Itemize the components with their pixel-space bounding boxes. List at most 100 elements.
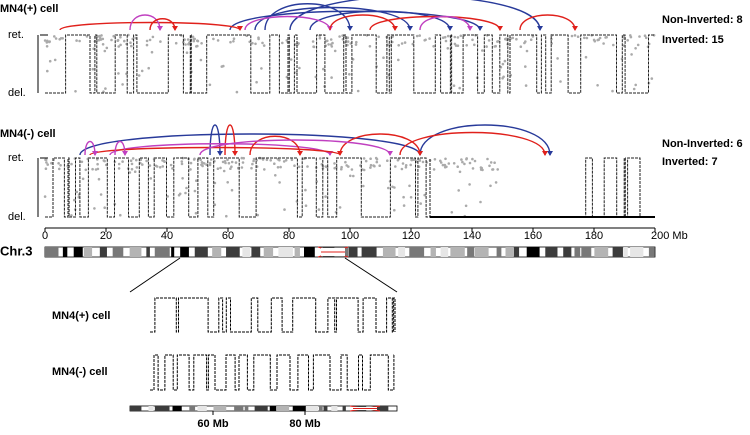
- copy-number-trace: [150, 297, 396, 333]
- read-dot: [496, 168, 500, 171]
- band: [496, 247, 502, 257]
- y-label: del.: [8, 211, 26, 223]
- read-dot: [44, 167, 48, 170]
- read-dot: [559, 80, 562, 83]
- read-dot: [50, 161, 53, 165]
- read-dot: [502, 75, 505, 79]
- read-dot: [473, 159, 477, 163]
- read-dot: [141, 163, 144, 166]
- read-dot: [130, 167, 134, 171]
- read-dot: [149, 177, 153, 180]
- zoom-lines: [129, 257, 398, 293]
- read-dot: [75, 39, 78, 42]
- read-dot: [183, 38, 186, 41]
- read-dot: [261, 41, 264, 45]
- read-dot: [445, 165, 448, 169]
- read-dot: [78, 39, 81, 43]
- read-dot: [329, 38, 333, 41]
- read-dot: [133, 170, 137, 173]
- band: [254, 406, 268, 411]
- read-dot: [53, 58, 57, 62]
- read-dot: [131, 157, 135, 160]
- read-dot: [128, 171, 132, 174]
- read-dot: [340, 167, 343, 171]
- read-dot: [261, 158, 265, 161]
- read-dot: [95, 39, 99, 43]
- read-dot: [70, 214, 73, 217]
- arrow: [387, 151, 393, 156]
- read-dot: [361, 168, 364, 171]
- read-dot: [464, 204, 468, 208]
- read-dot: [80, 160, 84, 164]
- count-label: Non-Inverted: 6: [662, 138, 743, 150]
- band: [83, 247, 93, 257]
- tick-label: 160: [524, 230, 542, 242]
- link-arc: [199, 139, 391, 156]
- link-arc: [264, 3, 351, 31]
- read-dot: [583, 36, 586, 40]
- read-dot: [504, 37, 508, 41]
- band: [648, 247, 655, 257]
- read-dot: [489, 184, 492, 188]
- read-dot: [48, 59, 52, 63]
- link-arc: [249, 135, 301, 156]
- read-dot: [155, 165, 159, 168]
- read-dot: [374, 156, 378, 160]
- read-dot: [250, 166, 253, 170]
- read-dot: [180, 162, 184, 166]
- read-dot: [355, 40, 358, 44]
- read-dot: [605, 35, 608, 39]
- read-dot: [209, 158, 213, 161]
- read-dot: [471, 167, 475, 170]
- link-arc: [209, 124, 221, 156]
- read-dot: [181, 177, 184, 180]
- zoom-label: MN4(-) cell: [52, 366, 108, 378]
- read-dot: [276, 166, 280, 169]
- band: [73, 247, 83, 257]
- read-dot: [402, 195, 405, 199]
- read-dot: [409, 163, 413, 167]
- band: [450, 247, 465, 257]
- band: [373, 406, 389, 411]
- read-dot: [428, 37, 431, 40]
- arrow: [232, 151, 238, 156]
- band: [526, 247, 540, 257]
- tick-label: 60: [222, 230, 234, 242]
- read-dot: [501, 62, 505, 66]
- read-dot: [494, 44, 498, 48]
- read-dot: [129, 41, 132, 44]
- read-dot: [403, 41, 407, 44]
- band: [234, 406, 244, 411]
- read-dot: [148, 164, 152, 167]
- read-dot: [254, 42, 257, 46]
- read-dot: [163, 160, 166, 163]
- band: [148, 406, 154, 411]
- read-dot: [573, 34, 577, 37]
- read-dot: [387, 186, 390, 190]
- read-dot: [101, 37, 105, 41]
- count-label: Non-Inverted: 8: [662, 14, 743, 26]
- read-dot: [354, 43, 358, 46]
- read-dot: [461, 160, 464, 164]
- count-label: Inverted: 15: [662, 34, 724, 46]
- read-dot: [199, 58, 203, 62]
- band: [331, 406, 338, 411]
- read-dot: [234, 161, 238, 164]
- link-arc: [79, 133, 421, 156]
- read-dot: [298, 66, 301, 70]
- read-dot: [58, 167, 61, 171]
- band: [62, 247, 68, 257]
- band: [304, 247, 315, 257]
- arrow: [172, 26, 178, 31]
- y-label: del.: [8, 87, 26, 99]
- read-dot: [433, 158, 437, 161]
- read-dot: [346, 40, 350, 43]
- read-dot: [346, 43, 349, 47]
- read-dot: [584, 55, 588, 59]
- band: [112, 247, 124, 257]
- read-dot: [351, 58, 355, 61]
- read-dot: [511, 36, 515, 40]
- read-dot: [491, 168, 494, 171]
- read-dot: [356, 89, 360, 93]
- read-dot: [394, 165, 397, 168]
